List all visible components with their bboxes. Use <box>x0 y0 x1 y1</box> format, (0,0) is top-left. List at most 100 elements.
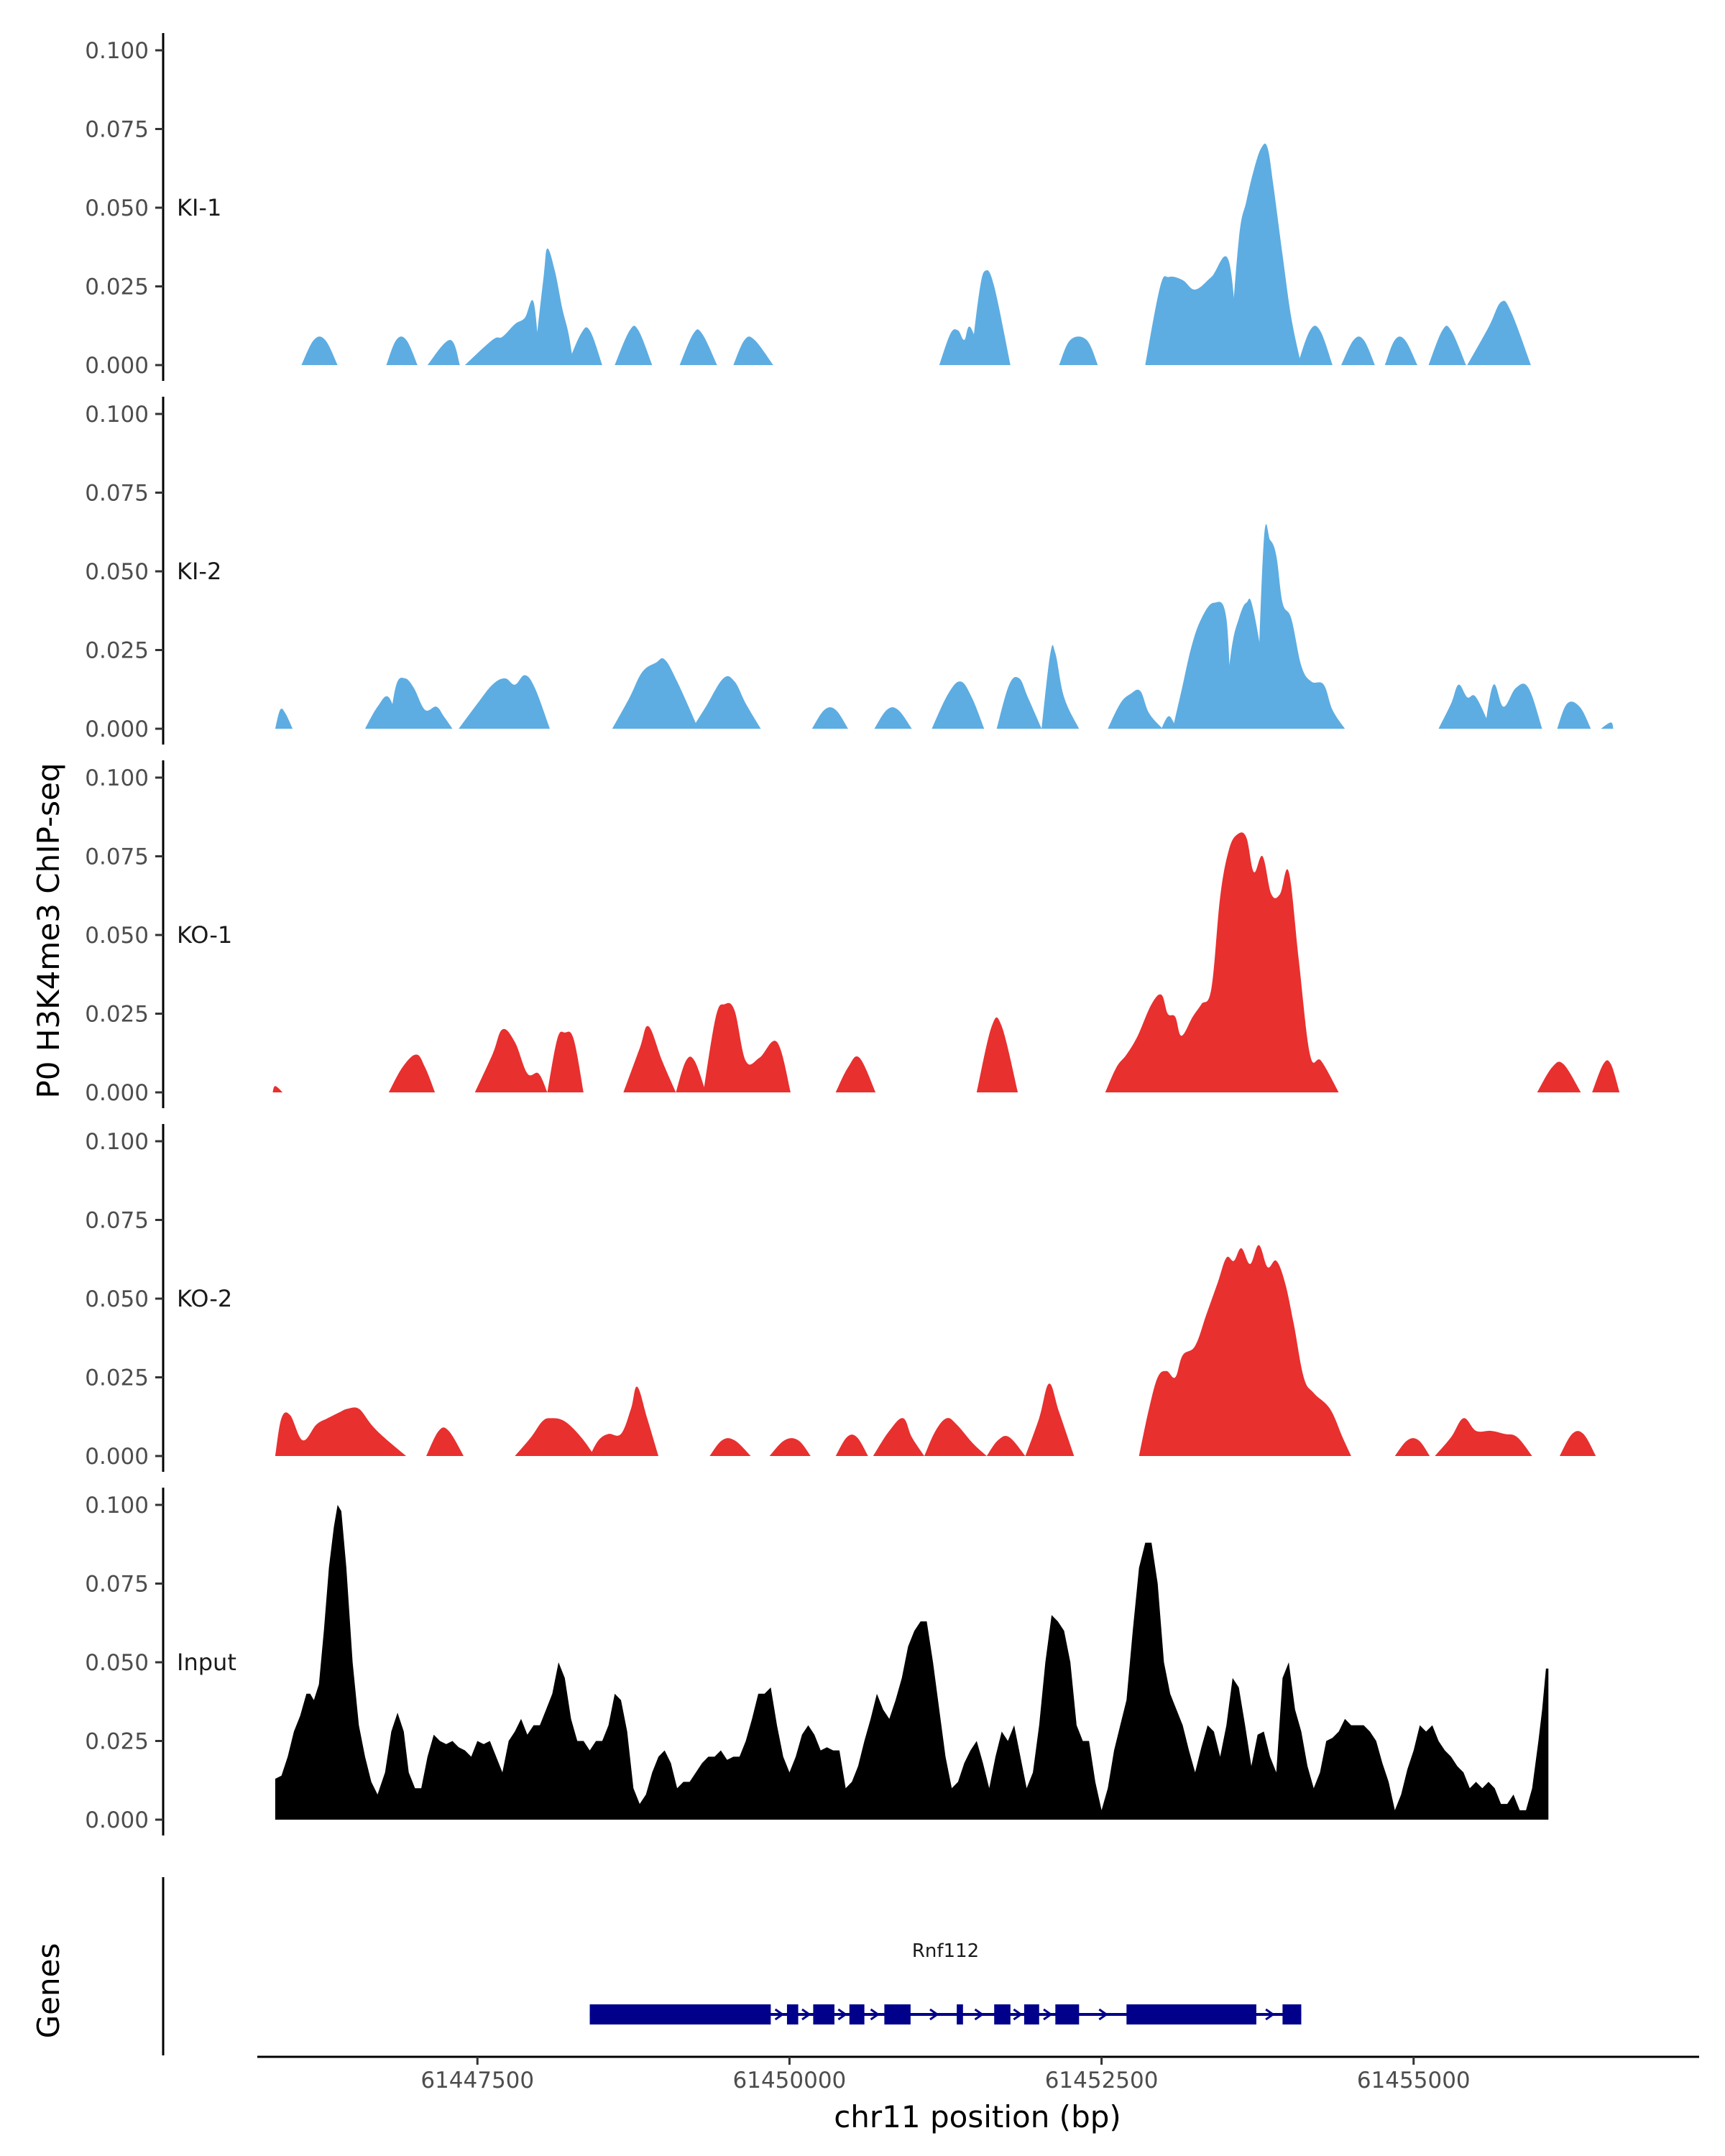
coverage-peak <box>835 1056 876 1092</box>
coverage-peak <box>515 1418 595 1456</box>
series-ko-2 <box>275 1245 1596 1456</box>
y-tick-label: 0.050 <box>85 195 149 221</box>
coverage-peak <box>612 658 699 729</box>
coverage-peak <box>547 1031 584 1092</box>
gene-exon <box>957 2004 963 2024</box>
gene-exon <box>884 2004 911 2024</box>
coverage-peak <box>1161 716 1177 729</box>
y-tick-label: 0.000 <box>85 1807 149 1833</box>
track-label: Input <box>177 1649 236 1676</box>
y-tick-label: 0.100 <box>85 1493 149 1519</box>
x-tick-label: 61455000 <box>1357 2068 1471 2093</box>
coverage-peak <box>1138 1245 1351 1456</box>
coverage-peak <box>1557 701 1591 729</box>
strand-arrow-icon <box>837 2008 847 2021</box>
coverage-peak <box>1172 602 1232 729</box>
gene-exon <box>786 2004 799 2024</box>
coverage-peak <box>874 707 912 729</box>
y-tick-label: 0.075 <box>85 844 149 870</box>
coverage-peak <box>811 707 848 729</box>
coverage-peak <box>976 1017 1018 1092</box>
coverage-peak <box>835 1434 868 1456</box>
y-tick-label: 0.100 <box>85 765 149 791</box>
coverage-peak <box>275 709 293 729</box>
series-input <box>275 1505 1549 1820</box>
coverage-peak <box>1105 832 1339 1092</box>
y-tick-label: 0.050 <box>85 923 149 949</box>
y-tick-label: 0.025 <box>85 1365 149 1391</box>
series-ki-1 <box>301 143 1531 365</box>
track-panel-ki-1: 0.000 0.025 0.050 0.075 0.100 KI-1 <box>85 33 1531 381</box>
coverage-peak <box>1438 684 1491 729</box>
coverage-peak <box>388 1054 436 1092</box>
coverage-peak <box>1467 300 1531 365</box>
coverage-peak <box>427 340 460 365</box>
coverage-peak <box>386 336 418 365</box>
coverage-peak <box>623 1026 676 1092</box>
coverage-peak <box>426 1427 464 1456</box>
gene-exon <box>994 2004 1011 2024</box>
y-tick-label: 0.100 <box>85 38 149 64</box>
coverage-peak <box>1601 722 1614 729</box>
y-tick-label: 0.100 <box>85 1129 149 1155</box>
gene-exon <box>1055 2004 1080 2024</box>
y-tick-label: 0.000 <box>85 353 149 379</box>
track-label: KI-1 <box>177 194 221 221</box>
coverage-peak <box>1560 1431 1596 1456</box>
coverage-peak <box>1592 1060 1620 1092</box>
strand-arrow-icon <box>774 2008 785 2021</box>
coverage-peak <box>567 327 602 365</box>
strand-arrow-icon <box>1265 2008 1275 2021</box>
coverage-peak <box>1394 1438 1430 1456</box>
coverage-peak <box>589 1386 659 1456</box>
gene-exon <box>1282 2004 1302 2024</box>
coverage-peak <box>733 336 773 365</box>
coverage-peak <box>474 1028 548 1092</box>
track-panel-ko-2: 0.000 0.025 0.050 0.075 0.100 KO-2 <box>85 1124 1596 1472</box>
coverage-peak <box>533 248 574 365</box>
gene-name-label: Rnf112 <box>912 1940 979 1962</box>
coverage-peak <box>272 1086 283 1092</box>
y-tick-label: 0.000 <box>85 717 149 742</box>
y-tick-label: 0.075 <box>85 117 149 143</box>
gene-exon <box>589 2004 771 2024</box>
coverage-peak <box>1484 683 1542 729</box>
coverage-peak <box>676 1056 707 1092</box>
coverage-peak <box>873 1418 924 1456</box>
track-panel-input: 0.000 0.025 0.050 0.075 0.100 Input <box>85 1488 1549 1835</box>
y-tick-label: 0.100 <box>85 402 149 428</box>
strand-arrow-icon <box>929 2008 939 2021</box>
track-panel-ki-2: 0.000 0.025 0.050 0.075 0.100 KI-2 <box>85 397 1614 745</box>
coverage-peak <box>970 270 1011 365</box>
coverage-peak <box>301 336 338 365</box>
gene-exon <box>1024 2004 1039 2024</box>
coverage-peak <box>769 1438 811 1456</box>
track-label: KI-2 <box>177 558 221 585</box>
y-tick-label: 0.075 <box>85 1208 149 1234</box>
coverage-peak <box>692 676 761 729</box>
y-tick-label: 0.050 <box>85 1650 149 1676</box>
gene-track-title: Genes <box>31 1943 66 2039</box>
coverage-peak <box>924 1418 987 1456</box>
x-tick-label: 61450000 <box>733 2068 847 2093</box>
x-tick-label: 61447500 <box>420 2068 534 2093</box>
gene-track: Rnf112 <box>162 1877 1302 2055</box>
coverage-area <box>275 1505 1549 1820</box>
coverage-peak <box>679 329 717 365</box>
y-tick-label: 0.000 <box>85 1080 149 1106</box>
strand-arrow-icon <box>974 2008 985 2021</box>
y-tick-label: 0.025 <box>85 1002 149 1028</box>
y-tick-label: 0.000 <box>85 1444 149 1470</box>
gene-exon <box>813 2004 834 2024</box>
strand-arrow-icon <box>1098 2008 1108 2021</box>
coverage-peak <box>709 1438 751 1456</box>
coverage-peak <box>1228 143 1302 365</box>
coverage-peak <box>1041 645 1080 729</box>
coverage-peak <box>388 678 453 729</box>
track-label: KO-1 <box>177 921 232 949</box>
coverage-peak <box>1108 689 1163 729</box>
y-tick-label: 0.025 <box>85 1729 149 1755</box>
x-tick-label: 61452500 <box>1045 2068 1159 2093</box>
y-tick-label: 0.050 <box>85 559 149 585</box>
